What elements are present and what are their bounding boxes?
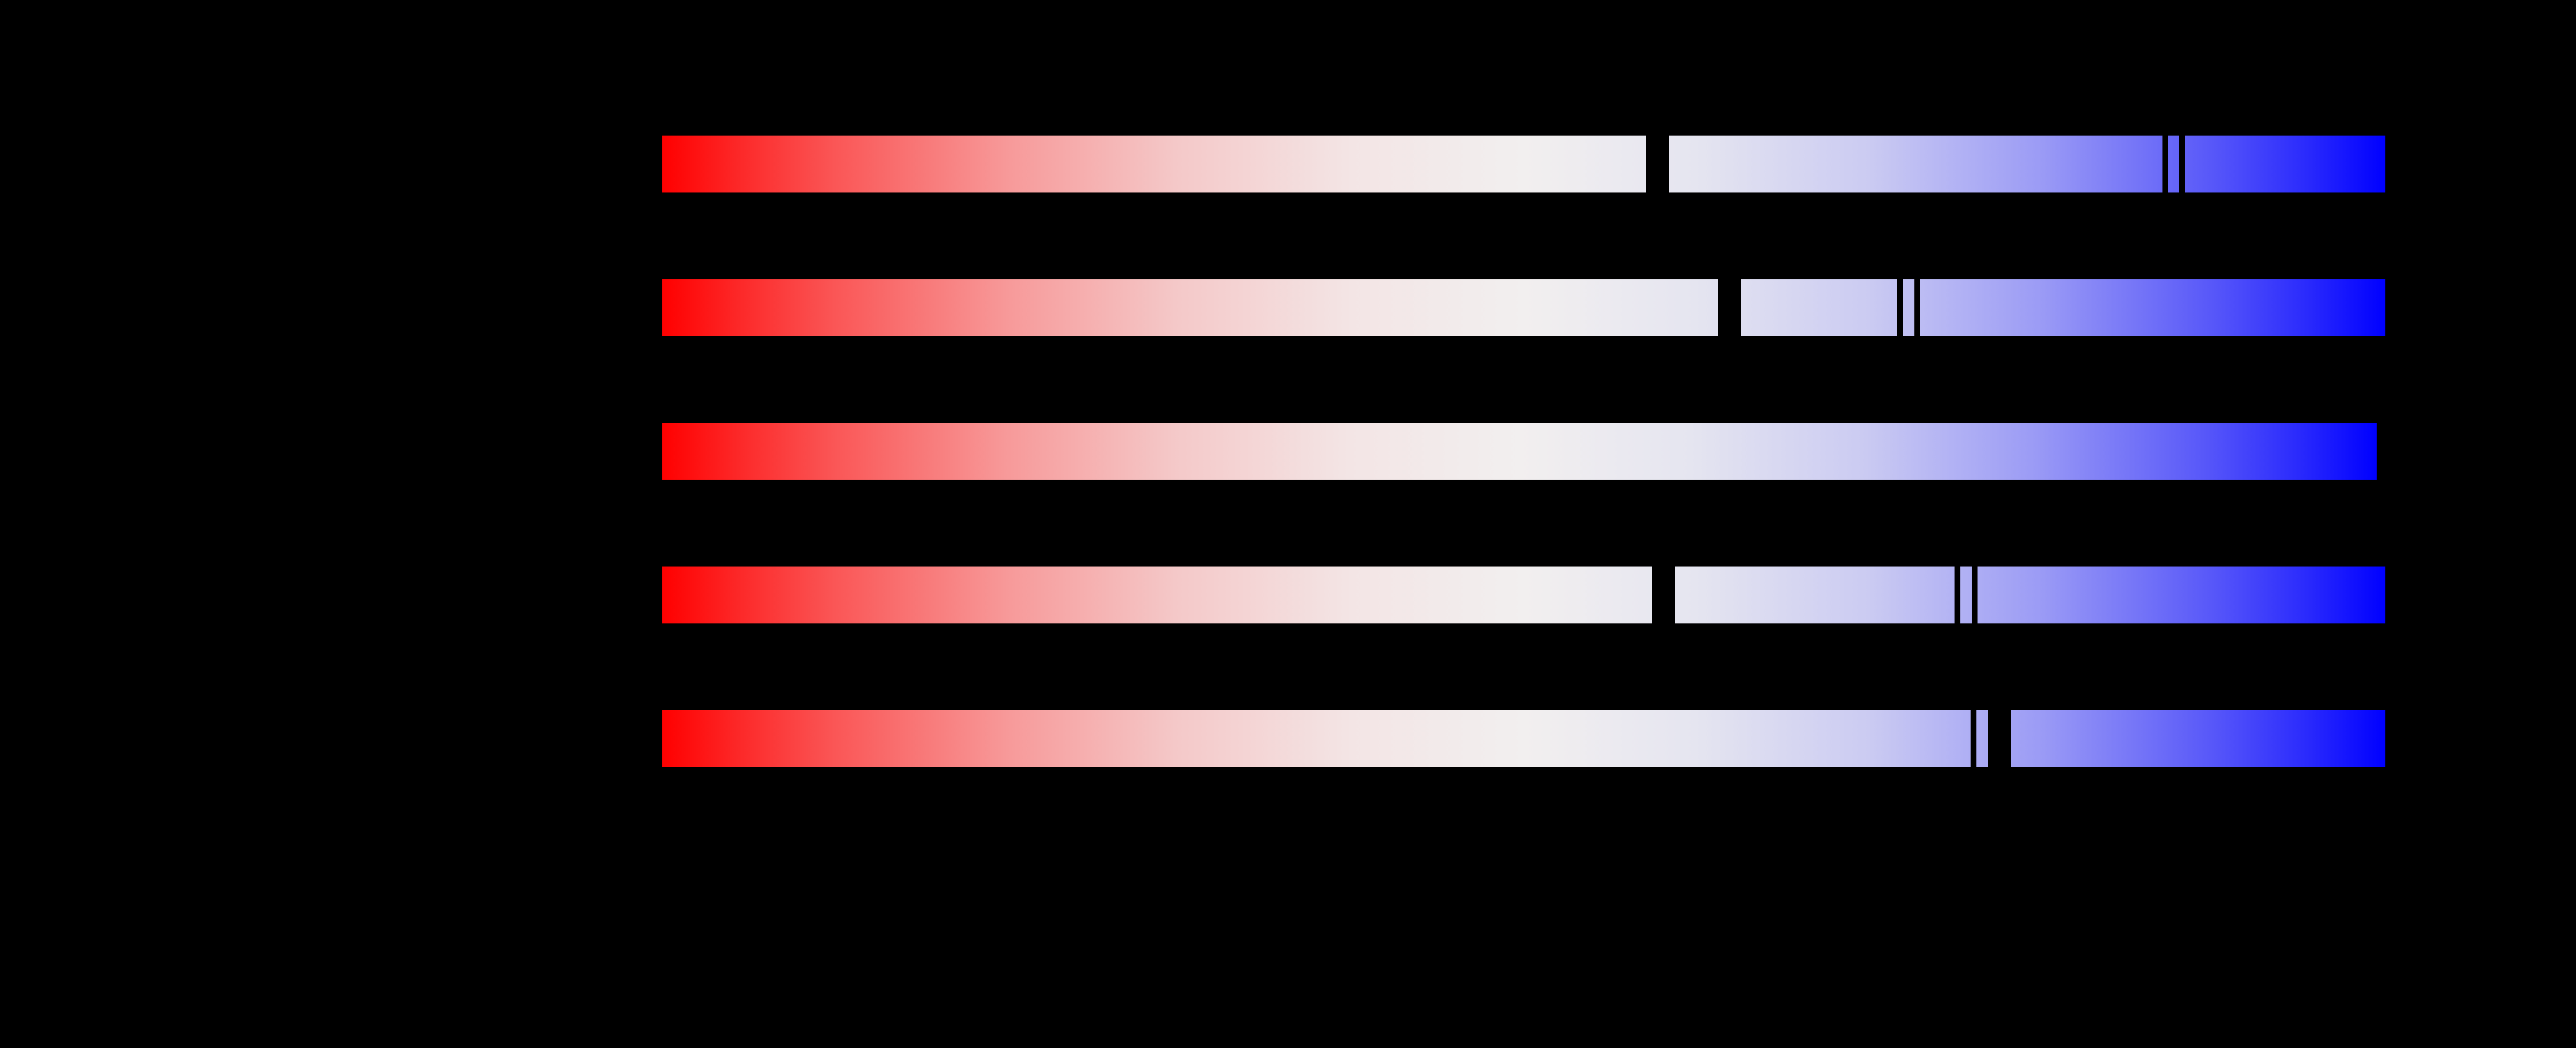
gradient-bar-row-1 [662,135,2385,193]
bar-separator [1897,279,1903,337]
bar-separator [1955,566,1960,624]
bar-separator [1718,279,1741,337]
bar-separator [2162,135,2168,193]
bar-separator [1972,566,1978,624]
bar-separator [1914,279,1920,337]
gradient-bar-row-5 [662,710,2385,768]
bar-separator [1652,566,1675,624]
bar-separator [2179,135,2185,193]
bar-separator [1646,135,1669,193]
bar-separator [1988,710,2011,768]
gradient-bar-row-4 [662,566,2385,624]
bar-separator [1971,710,1976,768]
gradient-bar-row-2 [662,279,2385,337]
gradient-bar-row-3 [662,423,2377,480]
